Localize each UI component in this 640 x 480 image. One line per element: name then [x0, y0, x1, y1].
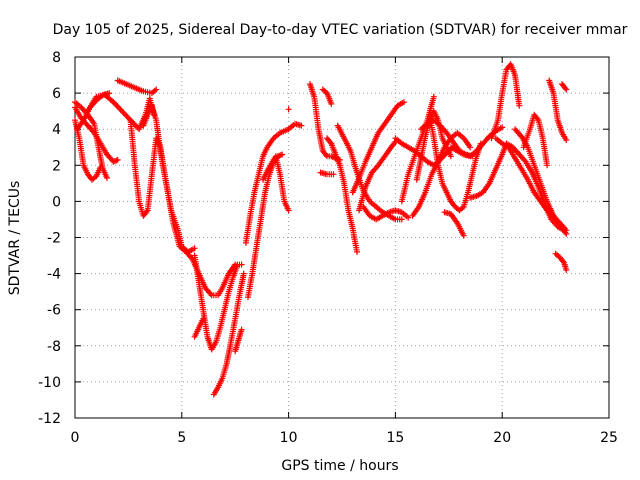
data-point — [240, 270, 247, 277]
series-s9 — [191, 252, 245, 353]
data-point — [328, 100, 335, 107]
data-point — [104, 174, 110, 181]
series-s24 — [360, 203, 412, 223]
data-point — [153, 86, 160, 93]
series-s12 — [232, 326, 245, 355]
y-tick-label: 6 — [52, 86, 61, 102]
series-s31 — [441, 209, 467, 239]
data-point — [285, 207, 292, 214]
y-tick-label: 4 — [52, 122, 61, 138]
data-point — [516, 102, 523, 109]
data-point — [330, 171, 337, 178]
series-s2 — [72, 117, 104, 183]
y-tick-label: -2 — [47, 231, 61, 247]
x-tick-label: 15 — [386, 430, 404, 446]
series-s22 — [349, 99, 407, 196]
data-point — [460, 232, 467, 239]
series-s33 — [467, 140, 510, 201]
data-point — [279, 151, 286, 158]
series-s14 — [245, 151, 286, 301]
series-s38 — [520, 111, 551, 169]
x-tick-label: 25 — [600, 430, 618, 446]
data-point — [563, 230, 570, 237]
data-point — [467, 144, 474, 151]
data-point — [544, 162, 551, 169]
data-point — [327, 139, 334, 146]
data-point — [200, 315, 207, 322]
x-tick-label: 20 — [493, 430, 511, 446]
axis-ticks: 0 5 10 15 20 25 -12 -10 -8 -6 -4 -2 0 2 4 6 8 — [38, 50, 618, 446]
data-series — [72, 61, 570, 398]
y-tick-label: -4 — [47, 267, 61, 283]
series-s34 — [488, 61, 523, 142]
data-point — [285, 106, 292, 113]
data-point — [398, 216, 405, 223]
series-s16 — [285, 106, 292, 113]
series-s11 — [210, 270, 247, 398]
y-tick-label: -8 — [47, 339, 61, 355]
data-point — [563, 267, 570, 273]
data-point — [499, 124, 506, 131]
x-axis-title: GPS time / hours — [281, 458, 398, 474]
series-s19 — [319, 86, 335, 107]
series-s7 — [127, 117, 198, 255]
series-s13 — [242, 120, 305, 246]
data-point — [534, 115, 541, 122]
series-s15 — [260, 153, 292, 214]
x-tick-label: 0 — [71, 430, 80, 446]
series-s10 — [191, 315, 207, 340]
y-tick-label: 8 — [52, 50, 61, 66]
series-s5 — [74, 90, 113, 133]
data-point — [430, 93, 437, 100]
data-point — [298, 122, 305, 129]
series-s6 — [114, 77, 160, 97]
chart-title: Day 105 of 2025, Sidereal Day-to-day VTE… — [53, 22, 628, 38]
data-point — [191, 245, 198, 252]
data-point — [106, 90, 113, 97]
y-axis-title: SDTVAR / TECUs — [7, 181, 23, 296]
data-point — [354, 248, 360, 255]
y-tick-label: -10 — [38, 375, 61, 391]
data-point — [563, 86, 570, 93]
series-s20 — [324, 135, 360, 255]
y-tick-label: -6 — [47, 303, 61, 319]
series-s23 — [356, 138, 399, 214]
data-point — [238, 261, 245, 268]
x-tick-label: 10 — [280, 430, 298, 446]
data-point — [400, 99, 407, 106]
y-tick-label: 2 — [52, 158, 61, 174]
series-s8 — [140, 102, 239, 299]
data-point — [447, 153, 454, 160]
series-s26 — [398, 93, 437, 205]
data-point — [405, 214, 412, 221]
x-tick-label: 5 — [177, 430, 186, 446]
series-s41 — [552, 250, 570, 273]
data-point — [114, 156, 121, 163]
series-s39 — [546, 77, 570, 143]
series-s17 — [307, 81, 343, 163]
y-tick-label: 0 — [52, 194, 61, 210]
data-point — [238, 326, 245, 333]
data-point — [563, 137, 570, 143]
series-s40 — [559, 81, 570, 93]
y-tick-label: -12 — [38, 411, 61, 427]
series-s27 — [409, 129, 474, 219]
series-s18 — [317, 169, 337, 178]
